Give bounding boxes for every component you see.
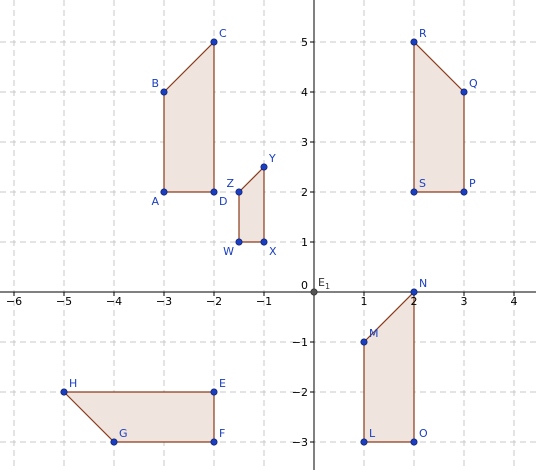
origin-label: 0 [301,279,308,292]
y-tick-label: −3 [292,436,308,449]
point-n [410,288,418,296]
point-h [60,388,68,396]
y-tick-label: 5 [301,36,308,49]
polygon-abcd [163,40,215,193]
point-e [210,388,218,396]
polygon-lmno [363,290,415,443]
point-label-n: N [419,277,427,290]
y-tick-label: 2 [301,186,308,199]
point-label-d: D [219,195,227,208]
x-tick-label: −2 [206,295,222,308]
point-o [410,438,418,446]
y-tick-label: −1 [292,336,308,349]
point-c [210,38,218,46]
x-tick-label: 3 [461,295,468,308]
point-p [460,188,468,196]
x-tick-label: 2 [411,295,418,308]
point-label-l: L [369,427,376,440]
point-label-s: S [419,177,426,190]
point-label-w: W [223,245,234,258]
point-f [210,438,218,446]
point-l [360,438,368,446]
point-label-h: H [69,377,77,390]
point-q [460,88,468,96]
point-label-y: Y [268,152,276,165]
points: A B C D W X Y Z P Q R S E F G H L M N O E1 [60,27,478,446]
x-tick-label: 4 [511,295,518,308]
point-label-o: O [419,427,428,440]
axis-ticks: −6 −5 −4 −3 −2 −1 1 2 3 4 −3 −2 −1 1 2 3 4 5 0 [6,36,518,449]
point-label-f: F [219,427,225,440]
point-s [410,188,418,196]
point-label-e: E [219,377,226,390]
point-x [260,238,268,246]
point-b [160,88,168,96]
point-label-b: B [151,77,159,90]
point-label-e1-subscript: 1 [325,282,330,291]
x-tick-label: 1 [361,295,368,308]
x-tick-label: −1 [256,295,272,308]
point-label-c: C [219,27,227,40]
point-r [410,38,418,46]
polygons [62,40,465,443]
polygon-wxyz [238,165,265,243]
y-tick-label: 3 [301,136,308,149]
point-a [160,188,168,196]
point-label-m: M [369,327,379,340]
y-tick-label: 1 [301,236,308,249]
point-label-g: G [119,427,128,440]
point-d [210,188,218,196]
y-tick-label: −2 [292,386,308,399]
x-tick-label: −4 [106,295,122,308]
point-g [110,438,118,446]
point-label-x: X [269,245,277,258]
point-label-q: Q [469,77,478,90]
point-label-e1: E1 [318,276,330,291]
x-tick-label: −5 [56,295,72,308]
point-label-a: A [151,195,159,208]
point-m [360,338,368,346]
y-tick-label: 4 [301,86,308,99]
point-label-p: P [469,177,476,190]
polygon-efgh [62,391,215,443]
point-z [235,188,243,196]
point-label-z: Z [226,177,234,190]
polygon-pqrs [413,40,465,193]
x-tick-label: −6 [6,295,22,308]
point-label-r: R [419,27,427,40]
x-tick-label: −3 [156,295,172,308]
point-w [235,238,243,246]
point-y [260,163,268,171]
point-e1 [310,288,318,296]
